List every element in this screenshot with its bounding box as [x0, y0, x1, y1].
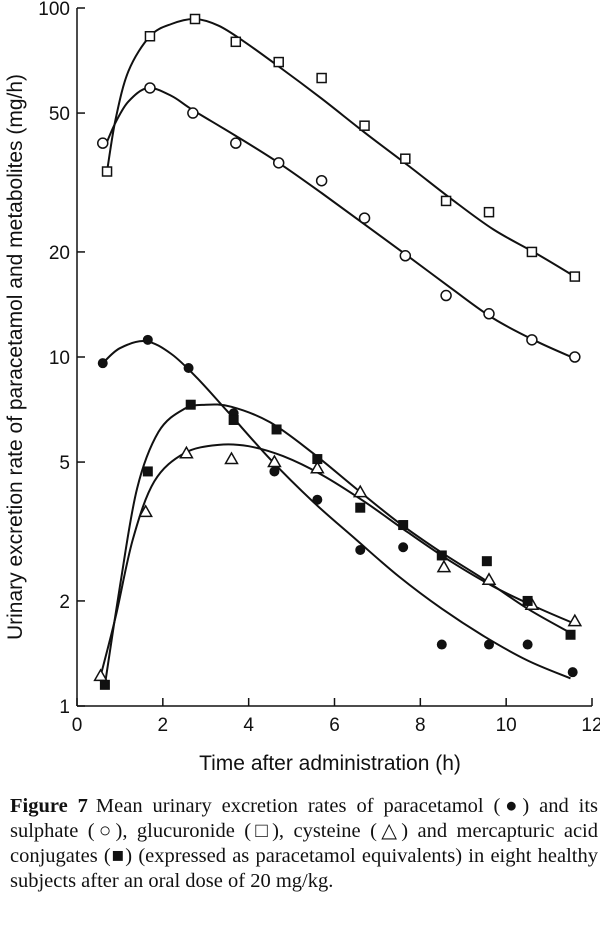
filled-square-data-point — [436, 550, 447, 561]
filled-square-data-point — [142, 466, 153, 477]
y-tick-label: 1 — [59, 697, 70, 718]
filled-circle-data-point — [269, 466, 280, 477]
open-circle-data-point — [526, 334, 538, 346]
filled-circle-data-point — [484, 639, 494, 650]
y-tick-label: 2 — [59, 592, 70, 613]
filled-circle-data-point — [355, 544, 366, 555]
filled-circle-data-point — [436, 639, 447, 650]
open-triangle-data-point — [481, 572, 497, 586]
figure-caption-text: Mean urinary excretion rates of paraceta… — [10, 795, 599, 892]
filled-square-data-point — [271, 424, 282, 435]
open-square-data-point — [230, 36, 242, 48]
open-triangle-data-point — [179, 445, 194, 459]
y-tick-label: 10 — [49, 348, 70, 369]
open-triangle-data-point — [352, 484, 368, 498]
figure-label: Figure 7 — [10, 795, 88, 817]
x-axis-title: Time after administration (h) — [199, 752, 461, 775]
open-triangle-data-point — [310, 460, 325, 474]
x-tick-label: 12 — [581, 715, 600, 736]
x-tick-label: 0 — [72, 715, 83, 736]
open-circle-data-point — [483, 308, 495, 320]
open-triangle-data-point — [138, 504, 153, 518]
figure-caption: Figure 7 Mean urinary excretion rates of … — [10, 794, 598, 894]
x-tick-label: 8 — [415, 715, 426, 736]
open-square-data-point — [189, 13, 201, 25]
open-circle-data-point — [230, 137, 242, 149]
fitted-curves — [99, 17, 576, 685]
x-tick-label: 6 — [329, 715, 340, 736]
filled-circle-data-point — [398, 542, 409, 553]
x-tick-label: 10 — [496, 715, 517, 736]
open-circle-data-point — [399, 250, 412, 262]
filled-square-data-point — [99, 679, 110, 690]
open-triangle-data-point — [267, 454, 282, 468]
filled-circle-data-point — [312, 494, 323, 505]
y-tick-label: 5 — [59, 453, 70, 474]
filled-square-data-point — [185, 399, 196, 410]
open-square-data-point — [526, 246, 538, 258]
open-triangle-data-point — [224, 451, 239, 465]
filled-circle-data-point — [142, 334, 153, 345]
filled-circle-data-point — [97, 358, 108, 369]
open-circle-series-curve — [103, 86, 576, 360]
filled-square-data-point — [398, 520, 409, 531]
filled-square-data-point — [522, 595, 533, 606]
open-triangle-data-point — [93, 668, 108, 682]
open-triangle-data-point — [436, 559, 452, 573]
open-square-data-point — [359, 120, 370, 131]
y-tick-label: 100 — [38, 0, 70, 20]
x-tick-label: 4 — [243, 715, 254, 736]
open-square-data-point — [144, 30, 156, 42]
open-triangle-series-curve — [99, 443, 576, 677]
filled-circle-data-point — [567, 667, 578, 678]
filled-square-data-point — [355, 502, 366, 513]
open-circle-data-point — [97, 137, 109, 149]
open-circle-data-point — [440, 289, 452, 302]
open-square-data-point — [483, 206, 495, 218]
open-triangle-data-point — [567, 613, 583, 627]
filled-square-data-point — [312, 454, 323, 465]
open-square-data-point — [569, 271, 581, 282]
tick-marks — [76, 7, 593, 707]
filled-square-data-point — [565, 629, 576, 640]
filled-square-data-point — [481, 556, 492, 567]
open-circle-data-point — [272, 157, 285, 169]
open-circle-data-point — [144, 82, 156, 94]
x-tick-label: 2 — [158, 715, 169, 736]
y-tick-label: 20 — [49, 243, 70, 264]
filled-square-series-curve — [103, 403, 571, 685]
open-square-data-point — [273, 56, 284, 68]
data-points — [93, 13, 583, 690]
open-square-series-curve — [106, 17, 576, 278]
filled-circle-data-point — [183, 362, 194, 373]
y-axis-title: Urinary excretion rate of paracetamol an… — [4, 74, 27, 640]
open-square-data-point — [101, 166, 113, 177]
open-square-data-point — [316, 72, 327, 84]
filled-circle-data-point — [522, 639, 533, 650]
open-square-data-point — [400, 153, 411, 164]
open-circle-data-point — [315, 174, 328, 187]
filled-circle-series-curve — [102, 340, 571, 680]
open-square-data-point — [440, 195, 452, 207]
open-circle-data-point — [358, 212, 371, 224]
filled-square-data-point — [228, 414, 239, 425]
y-tick-label: 50 — [49, 104, 70, 125]
open-circle-data-point — [569, 351, 581, 363]
open-circle-data-point — [187, 107, 199, 119]
